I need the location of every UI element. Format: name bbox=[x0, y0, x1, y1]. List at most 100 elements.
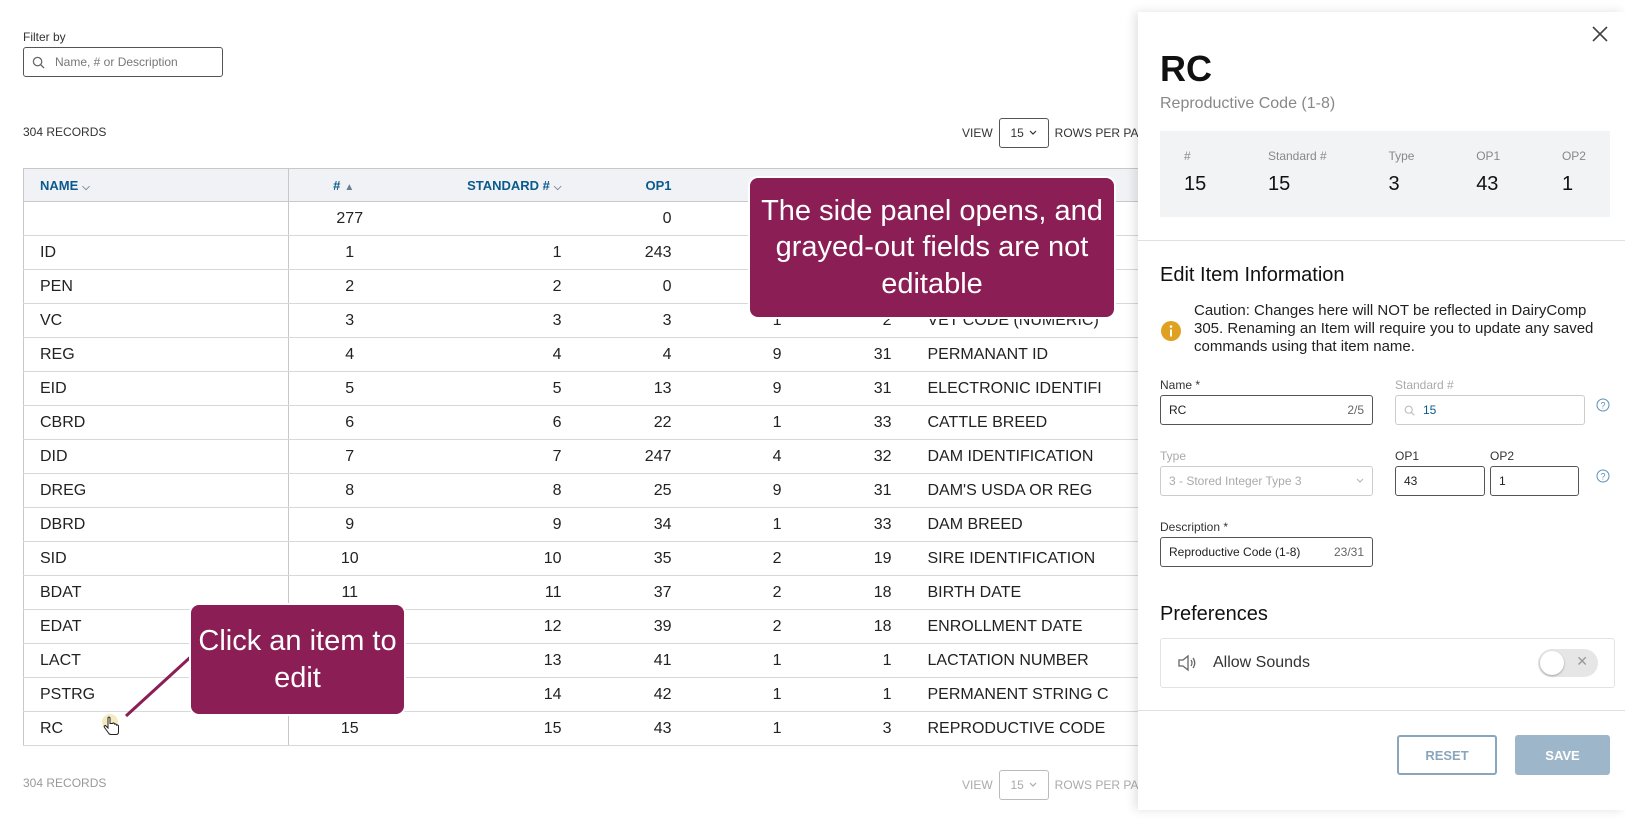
cell-number: 8 bbox=[288, 473, 399, 508]
table-row[interactable]: RC 15 15 43 1 3 REPRODUCTIVE CODE bbox=[23, 711, 1144, 746]
cell-op1: 42 bbox=[573, 677, 684, 712]
cell-name: RC bbox=[23, 711, 289, 746]
cell-op1: 41 bbox=[573, 643, 684, 678]
section-divider bbox=[1138, 240, 1625, 241]
chevron-down-icon: ⌵ bbox=[553, 181, 562, 193]
rows-per-page-value: 15 bbox=[1010, 126, 1024, 140]
help-icon[interactable]: ? bbox=[1596, 398, 1610, 412]
cell-op1: 25 bbox=[573, 473, 684, 508]
type-select: 3 - Stored Integer Type 3 bbox=[1160, 466, 1373, 496]
stat-value: 3 bbox=[1388, 173, 1400, 195]
pager-top: VIEW 15 ROWS PER PAGE bbox=[962, 118, 1156, 148]
cell-number: 15 bbox=[288, 711, 399, 746]
stat-value: 15 bbox=[1267, 173, 1291, 195]
stat-label: # bbox=[1184, 149, 1191, 163]
cell-type: 4 bbox=[683, 439, 794, 474]
chevron-down-icon bbox=[1029, 130, 1037, 135]
cell-number: 2 bbox=[288, 269, 399, 304]
cell-description: LACTATION NUMBER bbox=[903, 643, 1144, 678]
op1-value: 43 bbox=[1404, 474, 1418, 488]
filter-label: Filter by bbox=[23, 30, 66, 44]
cell-name: EID bbox=[23, 371, 289, 406]
name-field[interactable]: RC 2/5 bbox=[1160, 395, 1373, 425]
edit-callout: Click an item to edit bbox=[191, 605, 404, 714]
cell-description: REPRODUCTIVE CODE bbox=[903, 711, 1144, 746]
cell-description: ENROLLMENT DATE bbox=[903, 609, 1144, 644]
op1-field[interactable]: 43 bbox=[1395, 466, 1485, 496]
rows-per-page-value: 15 bbox=[1010, 778, 1024, 792]
cell-name: DID bbox=[23, 439, 289, 474]
cell-description: DAM'S USDA OR REG bbox=[903, 473, 1144, 508]
cell-number: 3 bbox=[288, 303, 399, 338]
table-row[interactable]: DREG 8 8 25 9 31 DAM'S USDA OR REG bbox=[23, 473, 1144, 508]
cell-name bbox=[23, 201, 289, 236]
search-box[interactable] bbox=[23, 47, 223, 77]
stat-standard: Standard # 15 bbox=[1268, 149, 1327, 217]
stat-label: OP1 bbox=[1476, 149, 1501, 163]
cell-description: SIRE IDENTIFICATION bbox=[903, 541, 1144, 576]
help-icon[interactable]: ? bbox=[1596, 469, 1610, 483]
cell-type: 1 bbox=[683, 643, 794, 678]
info-icon bbox=[1161, 321, 1181, 341]
stat-value: 43 bbox=[1476, 173, 1499, 195]
op1-label: OP1 bbox=[1395, 449, 1420, 463]
reset-button[interactable]: RESET bbox=[1397, 735, 1497, 775]
svg-text:?: ? bbox=[1600, 472, 1605, 482]
name-label: Name * bbox=[1160, 378, 1201, 392]
cell-op1: 35 bbox=[573, 541, 684, 576]
cell-op2: 31 bbox=[793, 371, 904, 406]
table-row[interactable]: SID 10 10 35 2 19 SIRE IDENTIFICATION bbox=[23, 541, 1144, 576]
caution-text: Caution: Changes here will NOT be reflec… bbox=[1194, 302, 1594, 355]
speaker-icon bbox=[1178, 654, 1196, 672]
table-row[interactable]: DBRD 9 9 34 1 33 DAM BREED bbox=[23, 507, 1144, 542]
rows-per-page-select[interactable]: 15 bbox=[998, 770, 1049, 800]
view-label: VIEW bbox=[962, 778, 993, 792]
cell-op1: 247 bbox=[573, 439, 684, 474]
cell-description: CATTLE BREED bbox=[903, 405, 1144, 440]
save-button[interactable]: SAVE bbox=[1515, 735, 1610, 775]
rows-per-page-label: ROWS PER PAGE bbox=[1054, 126, 1156, 140]
table-row[interactable]: BDAT 11 11 37 2 18 BIRTH DATE bbox=[23, 575, 1144, 610]
table-row[interactable]: VC 3 3 3 1 2 VET CODE (NUMERIC) bbox=[23, 303, 1144, 338]
allow-sounds-toggle[interactable]: ✕ bbox=[1538, 649, 1598, 677]
cell-name: REG bbox=[23, 337, 289, 372]
cell-description: PERMANANT ID bbox=[903, 337, 1144, 372]
cell-op2: 33 bbox=[793, 507, 904, 542]
cell-description: PERMANENT STRING C bbox=[903, 677, 1144, 712]
header-op1[interactable]: OP1 bbox=[573, 168, 684, 202]
description-field[interactable]: Reproductive Code (1-8) 23/31 bbox=[1160, 537, 1373, 567]
cell-op1: 13 bbox=[573, 371, 684, 406]
cell-type: 2 bbox=[683, 541, 794, 576]
stat-label: OP2 bbox=[1561, 149, 1586, 163]
preferences-heading: Preferences bbox=[1160, 603, 1268, 625]
cell-op2: 1 bbox=[793, 643, 904, 678]
table-row[interactable]: REG 4 4 4 9 31 PERMANANT ID bbox=[23, 337, 1144, 372]
cell-type: 9 bbox=[683, 473, 794, 508]
table-row[interactable]: EDAT 12 39 2 18 ENROLLMENT DATE bbox=[23, 609, 1144, 644]
cell-number: 9 bbox=[288, 507, 399, 542]
stat-type: Type 3 bbox=[1388, 149, 1414, 217]
item-stats: # 15 Standard # 15 Type 3 OP1 43 OP2 1 bbox=[1160, 131, 1610, 217]
panel-callout: The side panel opens, and grayed-out fie… bbox=[750, 178, 1114, 317]
header-number[interactable]: # ▲ bbox=[288, 168, 399, 202]
stat-number: # 15 bbox=[1184, 149, 1206, 217]
cell-type: 1 bbox=[683, 507, 794, 542]
table-row[interactable]: EID 5 5 13 9 31 ELECTRONIC IDENTIFI bbox=[23, 371, 1144, 406]
cell-number: 11 bbox=[288, 575, 399, 610]
cell-number: 10 bbox=[288, 541, 399, 576]
cell-op1: 3 bbox=[573, 303, 684, 338]
cell-name: VC bbox=[23, 303, 289, 338]
stat-label: Standard # bbox=[1267, 149, 1327, 163]
rows-per-page-select[interactable]: 15 bbox=[998, 118, 1049, 148]
table-row[interactable]: CBRD 6 6 22 1 33 CATTLE BREED bbox=[23, 405, 1144, 440]
cell-standard: 5 bbox=[398, 371, 574, 406]
cell-standard bbox=[398, 201, 574, 236]
header-name[interactable]: NAME ⌵ bbox=[23, 168, 289, 202]
description-value: Reproductive Code (1-8) bbox=[1169, 545, 1301, 559]
table-row[interactable]: DID 7 7 247 4 32 DAM IDENTIFICATION bbox=[23, 439, 1144, 474]
close-button[interactable] bbox=[1588, 22, 1612, 46]
pager-bottom: VIEW 15 ROWS PER PAGE bbox=[962, 770, 1156, 800]
op2-field[interactable]: 1 bbox=[1490, 466, 1579, 496]
header-standard[interactable]: STANDARD # ⌵ bbox=[398, 168, 574, 202]
search-input[interactable] bbox=[53, 54, 203, 70]
